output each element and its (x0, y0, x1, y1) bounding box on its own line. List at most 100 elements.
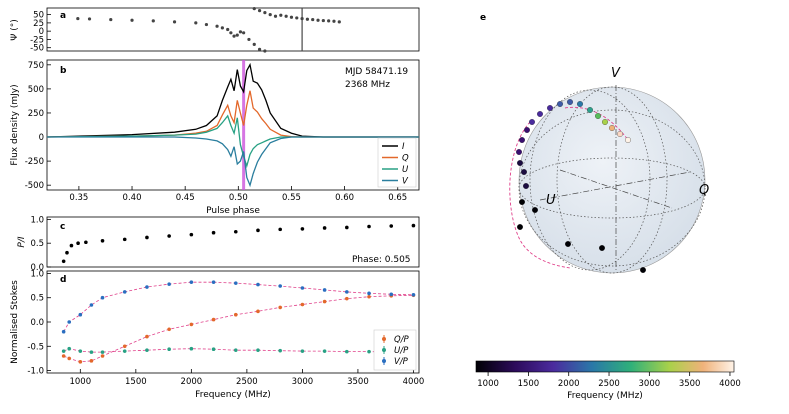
series-line-I (46, 62, 419, 138)
point-V/P (122, 290, 127, 294)
point-Q/P (300, 302, 305, 307)
panel-d-ytick-label: 0.0 (30, 318, 44, 328)
legend-marker-V/P (382, 359, 386, 363)
sphere-point (577, 101, 583, 107)
legend-label-Q: Q (402, 154, 409, 164)
panel-d-ytick-label: -0.5 (27, 342, 44, 352)
panel-a-ytick-label: 25 (33, 19, 44, 29)
point-U/P (78, 349, 83, 353)
sphere-point (609, 125, 615, 131)
panel-a-point (284, 14, 288, 18)
panel-c-point (345, 225, 349, 230)
panel-a-point (247, 37, 251, 42)
panel-d-xticks: 1000 1500 2000 2500 3000 3500 4000 (69, 369, 424, 387)
panel-d-xtick-label: 1500 (125, 377, 147, 387)
panel-b-frame (46, 59, 420, 191)
panel-d-xlabel: Frequency (MHz) (195, 390, 271, 400)
panel-a-ytick-label: 50 (33, 11, 44, 21)
panel-c-point (256, 228, 260, 233)
panel-b-xtick-label: 0.35 (69, 193, 88, 203)
point-Q/P (78, 360, 83, 364)
panel-b-xtick-label: 0.40 (123, 193, 142, 203)
point-V/P (411, 293, 416, 297)
panel-b-xtick-label: 0.55 (282, 193, 301, 203)
point-U/P (89, 350, 94, 354)
point-V/P (211, 280, 216, 284)
panel-a-point (321, 18, 325, 23)
legend-label-V/P: V/P (394, 357, 409, 367)
point-Q/P (122, 344, 127, 349)
panel-b: b MJD 58471.19 2368 MHz 750 500 250 0 -250 -5… (10, 59, 420, 216)
panel-c-ytick-label: 0.0 (30, 263, 44, 273)
panel-a-point (311, 17, 315, 22)
point-Q/P (61, 354, 66, 358)
point-Q/P (211, 317, 216, 322)
axis-label-v: V (611, 66, 621, 81)
colorbar-tick-label: 2500 (598, 379, 620, 389)
sphere-point (557, 101, 563, 107)
panel-a-frame (46, 7, 420, 52)
panel-a-point (257, 9, 262, 13)
sphere-point (519, 199, 525, 205)
sphere-meridian-1 (556, 86, 668, 274)
panel-a-point (151, 19, 155, 23)
point-U/P (189, 346, 194, 351)
panel-d-ylabel: Normalised Stokes (10, 280, 20, 364)
legend-label-V: V (402, 177, 409, 187)
panel-b-ytick-label: -250 (25, 157, 44, 167)
point-V/P (189, 280, 194, 284)
panel-a-point (279, 13, 283, 17)
panel-a-point (252, 42, 256, 46)
panel-b-series (46, 62, 419, 188)
panel-c-point (84, 240, 88, 245)
panel-b-mjd: MJD 58471.19 (345, 67, 408, 77)
panel-a-point (268, 13, 272, 17)
panel-c-frame (46, 216, 420, 268)
panel-c-point (278, 227, 282, 232)
sphere-point (517, 224, 523, 230)
point-V/P (322, 288, 327, 292)
panel-a-point (273, 14, 278, 18)
point-Q/P (89, 359, 94, 363)
point-Q/P (233, 312, 238, 317)
point-V/P (300, 286, 305, 290)
panel-a-ylabel: Ψ (°) (10, 19, 20, 40)
sphere-point (532, 207, 538, 213)
point-V/P (67, 320, 72, 324)
point-V/P (167, 282, 171, 286)
point-U/P (256, 348, 260, 352)
colorbar-ticks: 1000 1500 2000 2500 3000 3500 4000 (477, 372, 741, 389)
panel-a-ytick-label: -25 (30, 35, 44, 45)
panel-d-letter: d (60, 275, 66, 285)
panel-a-ytick-label: 0 (39, 27, 44, 37)
panel-b-xlabel: Pulse phase (206, 206, 260, 216)
point-V/P (145, 285, 149, 289)
panel-c-point (233, 229, 238, 234)
panel-b-freq: 2368 MHz (345, 80, 390, 90)
panel-b-ylabel: Flux density (mJy) (10, 84, 20, 165)
legend-label-Q/P: Q/P (394, 335, 410, 345)
panel-b-letter: b (60, 66, 67, 76)
point-V/P (345, 290, 349, 294)
panel-c-point (100, 239, 105, 243)
colorbar-tick-label: 1000 (477, 379, 499, 389)
point-U/P (122, 349, 127, 353)
colorbar-label: Frequency (MHz) (567, 391, 643, 401)
sphere-point (602, 119, 608, 125)
panel-b-ytick-label: 500 (28, 85, 44, 95)
panel-c-ytick-label: 0.5 (30, 239, 44, 249)
panel-a-point (235, 33, 239, 37)
point-Q/P (167, 327, 171, 332)
colorbar-tick-label: 3500 (679, 379, 701, 389)
point-Q/P (345, 296, 349, 301)
panel-b-yticks: 750 500 250 0 -250 -500 (25, 61, 51, 191)
panel-c: c 1.0 0.5 0.0 P/I Phase: 0.505 (17, 215, 420, 273)
panel-d-points (61, 280, 416, 364)
axis-q (539, 171, 691, 201)
panel-a-point (289, 15, 294, 19)
panel-d-xtick-label: 3500 (347, 377, 369, 387)
panel-c-point (76, 241, 80, 245)
